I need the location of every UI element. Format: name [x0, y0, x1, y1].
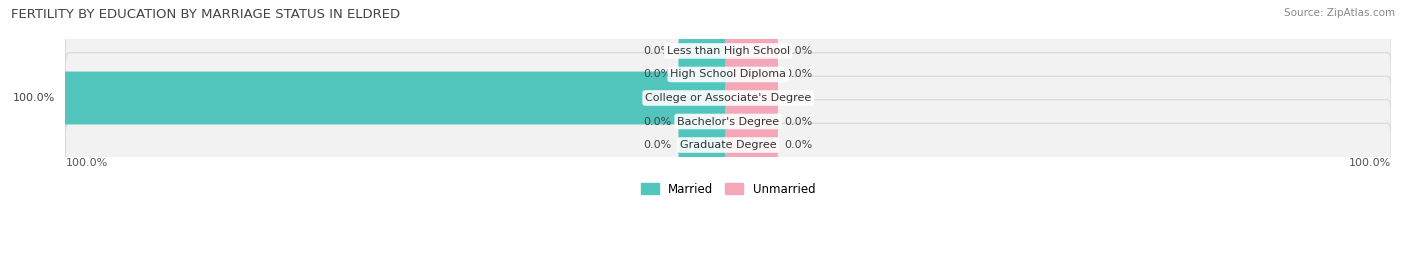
Text: 0.0%: 0.0%: [644, 116, 672, 126]
FancyBboxPatch shape: [66, 29, 1391, 73]
Text: High School Diploma: High School Diploma: [671, 69, 786, 79]
Text: Source: ZipAtlas.com: Source: ZipAtlas.com: [1284, 8, 1395, 18]
Legend: Married, Unmarried: Married, Unmarried: [637, 178, 820, 200]
FancyBboxPatch shape: [679, 126, 731, 164]
FancyBboxPatch shape: [725, 31, 778, 70]
Text: 0.0%: 0.0%: [785, 46, 813, 56]
Text: 100.0%: 100.0%: [66, 158, 108, 168]
FancyBboxPatch shape: [66, 123, 1391, 167]
FancyBboxPatch shape: [725, 102, 778, 141]
Text: Less than High School: Less than High School: [666, 46, 790, 56]
Text: College or Associate's Degree: College or Associate's Degree: [645, 93, 811, 103]
FancyBboxPatch shape: [66, 100, 1391, 143]
FancyBboxPatch shape: [725, 126, 778, 164]
FancyBboxPatch shape: [679, 55, 731, 94]
Text: 0.0%: 0.0%: [785, 140, 813, 150]
Text: FERTILITY BY EDUCATION BY MARRIAGE STATUS IN ELDRED: FERTILITY BY EDUCATION BY MARRIAGE STATU…: [11, 8, 401, 21]
FancyBboxPatch shape: [725, 79, 778, 117]
FancyBboxPatch shape: [66, 76, 1391, 120]
FancyBboxPatch shape: [679, 31, 731, 70]
Text: 0.0%: 0.0%: [785, 69, 813, 79]
Text: 0.0%: 0.0%: [785, 93, 813, 103]
FancyBboxPatch shape: [66, 53, 1391, 96]
Text: 0.0%: 0.0%: [644, 140, 672, 150]
Text: 0.0%: 0.0%: [785, 116, 813, 126]
Text: 0.0%: 0.0%: [644, 69, 672, 79]
Text: Bachelor's Degree: Bachelor's Degree: [678, 116, 779, 126]
Text: 0.0%: 0.0%: [644, 46, 672, 56]
FancyBboxPatch shape: [679, 102, 731, 141]
Text: Graduate Degree: Graduate Degree: [681, 140, 776, 150]
Text: 100.0%: 100.0%: [1348, 158, 1391, 168]
Text: 100.0%: 100.0%: [13, 93, 55, 103]
FancyBboxPatch shape: [60, 72, 734, 125]
FancyBboxPatch shape: [725, 55, 778, 94]
